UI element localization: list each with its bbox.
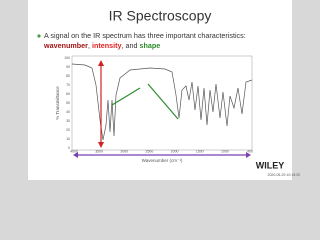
title: IR Spectroscopy xyxy=(109,8,212,24)
bullet-line1: A signal on the IR spectrum has three im… xyxy=(44,31,246,40)
timestamp: 2020-05-29 10:15:20 xyxy=(268,173,301,177)
y-tick-label: 0 xyxy=(68,146,70,150)
y-tick-label: 30 xyxy=(66,119,70,123)
y-tick-label: 70 xyxy=(66,83,70,87)
bullet-intensity: intensity xyxy=(92,41,122,50)
y-tick-label: 50 xyxy=(66,101,70,105)
y-tick-label: 90 xyxy=(66,65,70,69)
y-tick-label: 20 xyxy=(66,128,70,132)
x-axis-label: Wavenumber (cm⁻¹) xyxy=(142,158,183,163)
bullet-sep: , and xyxy=(122,41,140,50)
bullet-sep: , xyxy=(88,41,92,50)
bullet-shape: shape xyxy=(140,41,161,50)
bullet-line2: wavenumber, intensity, and shape xyxy=(43,41,160,50)
x-tick-label: 400 xyxy=(247,149,253,153)
y-axis-label: % Transmittance xyxy=(55,86,60,120)
y-tick-label: 40 xyxy=(66,110,70,114)
y-tick-label: 60 xyxy=(66,92,70,96)
x-tick-label: 1500 xyxy=(196,149,204,153)
y-tick-label: 80 xyxy=(66,74,70,78)
x-tick-label: 3000 xyxy=(120,149,128,153)
y-tick-label: 100 xyxy=(64,56,70,60)
x-tick-label: 3500 xyxy=(95,149,103,153)
x-tick-label: 1000 xyxy=(221,149,229,153)
spectrum-line xyxy=(71,63,253,141)
page: IR Spectroscopy A signal on the IR spect… xyxy=(28,0,301,180)
bullet-wavenumber: wavenumber xyxy=(43,41,88,50)
bullet-dot xyxy=(37,34,41,38)
x-tick-label: 4000 xyxy=(70,149,78,153)
x-tick-label: 2500 xyxy=(146,149,154,153)
y-tick-label: 10 xyxy=(66,137,70,141)
bullet-text: A signal on the IR spectrum has three im… xyxy=(44,31,246,40)
plot-frame xyxy=(71,55,253,151)
shape-arrow xyxy=(111,87,141,106)
brand: WILEY xyxy=(256,160,285,170)
spectrum: % Transmittance Wavenumber (cm⁻¹) 100908… xyxy=(55,55,253,163)
slide: IR Spectroscopy A signal on the IR spect… xyxy=(28,0,301,180)
shape-arrow xyxy=(147,83,179,120)
x-tick-label: 2000 xyxy=(171,149,179,153)
